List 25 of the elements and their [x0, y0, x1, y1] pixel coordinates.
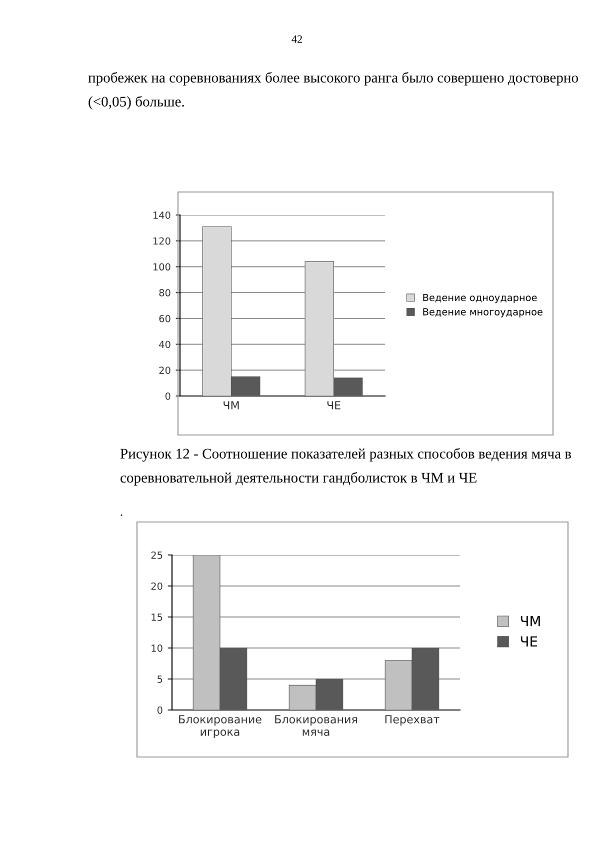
- y-tick-label: 60: [159, 314, 170, 322]
- y-tick-label: 100: [153, 263, 170, 271]
- x-tick-label: Блокирования мяча: [275, 715, 357, 736]
- y-tick-label: 20: [151, 582, 162, 590]
- y-tick-label: 10: [152, 644, 162, 652]
- y-tick-label: 20: [159, 366, 170, 374]
- y-tick-label: 5: [158, 676, 162, 683]
- y-tick-label: 140: [153, 211, 170, 219]
- y-tick-label: 40: [159, 340, 170, 348]
- legend-label: Ведение одноударное: [423, 294, 537, 304]
- y-tick-label: 15: [152, 614, 162, 621]
- y-tick-label: 25: [151, 551, 162, 559]
- y-tick-label: 120: [153, 237, 170, 245]
- legend-label: Ведение многоударное: [423, 308, 542, 318]
- text: пробежек на соревнованиях более высокого ранга было совершено достоверно (˂0,05) больше.: [88, 72, 578, 110]
- x-tick-label: Блокирование игрока: [179, 715, 262, 738]
- y-tick-label: 0: [165, 392, 170, 400]
- text: .: [120, 514, 122, 516]
- y-tick-label: 80: [159, 289, 170, 296]
- y-tick-label: 0: [157, 706, 162, 714]
- text: 42: [292, 35, 302, 43]
- legend-label: ЧМ: [520, 616, 540, 626]
- x-tick-label: Перехват: [385, 715, 440, 726]
- text: Рисунок 12 - Соотношение показателей разных способов ведения мяча в соревновательной деятельности гандболисток в ЧМ и ЧЕ: [120, 448, 572, 486]
- legend-label: ЧЕ: [520, 636, 538, 647]
